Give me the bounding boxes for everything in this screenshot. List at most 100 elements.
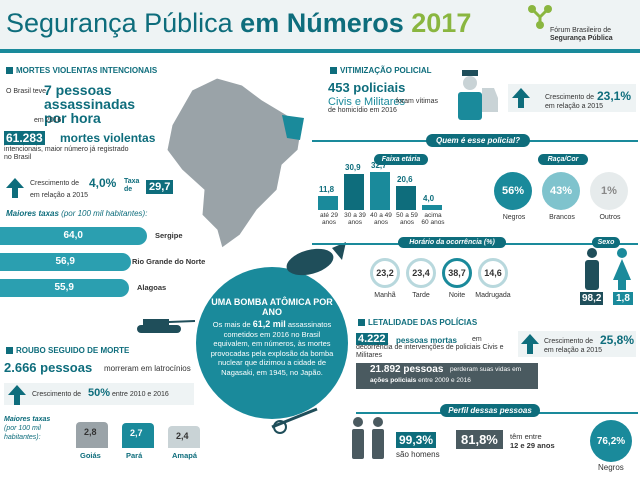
rate-bar (122, 423, 154, 448)
age-bar-label: 30 a 39 anos (344, 212, 366, 226)
roubo-growth-label: Crescimento de (32, 391, 82, 398)
roubo-growth-box (4, 383, 194, 405)
vitim-quem: Quem é esse policial? (426, 134, 530, 147)
letal-growth-sub: em relação a 2015 (544, 347, 602, 354)
letal-n2: 21.892 pessoas (370, 364, 444, 375)
mortes-taxa-label: Taxa de (124, 178, 140, 193)
mortes-growth: 4,0% (89, 176, 117, 190)
mortes-n-label: mortes violentas (60, 131, 156, 145)
people-icon (352, 417, 384, 459)
mortes-n: 61.283 (4, 131, 45, 145)
vitim-growth-sub: em relação a 2015 (545, 103, 603, 110)
letal-negros-label: Negros (598, 463, 624, 472)
police-officer-icon (458, 70, 498, 120)
cannon-icon (271, 407, 318, 434)
title-part: Segurança Pública (6, 8, 233, 38)
roubo-n: 2.666 pessoas (4, 360, 93, 375)
jovens-l1: têm entre (510, 432, 542, 441)
letal-n2-subtext: entre 2009 e 2016 (418, 377, 471, 384)
up-arrow-icon (8, 385, 26, 405)
hour-label: Madrugada (475, 292, 511, 299)
sex-female: 1,8 (613, 292, 633, 305)
letal-n2-text: perderam suas vidas em (450, 366, 522, 373)
bomba-circle (196, 267, 348, 419)
hour-circle: 38,7 (442, 258, 472, 288)
race-circle: 1% (590, 172, 628, 210)
roubo-growth: 50% (88, 387, 111, 399)
vitim-n2: Civis e Militares (328, 96, 406, 108)
age-bar (370, 172, 390, 210)
page-title: Segurança Pública em Números 2017 (6, 8, 471, 39)
vitim-growth-label: Crescimento de (545, 94, 595, 101)
letal-growth-label: Crescimento de (544, 338, 594, 345)
age-bar-value: 4,0 (423, 194, 435, 203)
rate-bar-value: 2,8 (84, 427, 97, 437)
section-vitim: VITIMIZAÇÃO POLICIAL (330, 66, 432, 75)
rate-bar (0, 279, 129, 297)
letal-perfil: Perfil dessas pessoas (440, 404, 540, 417)
age-bar-value: 30,9 (345, 163, 361, 172)
vitim-text: foram vítimas de homicídio em 2016 (328, 98, 439, 114)
age-bar-label: 40 a 49 anos (370, 212, 392, 226)
title-part: em (240, 8, 280, 38)
age-bar (318, 196, 338, 210)
mortes-n-sub: intencionais, maior número já registrado… (4, 146, 129, 161)
letal-homens: 99,3% (396, 432, 437, 448)
section-roubo: ROUBO SEGUIDO DE MORTE (6, 346, 129, 355)
mortes-big: 7 pessoas assassinadas por hora (44, 82, 136, 126)
hour-circle: 23,2 (370, 258, 400, 288)
jovens-l2: 12 e 29 anos (510, 441, 555, 450)
letal-negros: 76,2% (590, 420, 632, 462)
maiores-sub: (por 100 mil habitantes): (61, 209, 148, 218)
age-bar-label: até 29 anos (319, 212, 339, 226)
title-year: 2017 (411, 8, 472, 38)
bomba-title: UMA BOMBA ATÔMICA POR ANO (211, 297, 333, 317)
rate-bar (168, 426, 200, 448)
letal-jovens: 81,8% (456, 430, 503, 449)
letal-n-sub: em decorrência de intervenções de polici… (356, 336, 504, 359)
maiores-label: Maiores taxas (4, 416, 51, 423)
age-bar-label: 50 a 59 anos (396, 212, 418, 226)
rate-bar-value: 2,4 (176, 431, 189, 441)
hour-circle: 23,4 (406, 258, 436, 288)
section-mortes: MORTES VIOLENTAS INTENCIONAIS (6, 66, 157, 75)
rate-bar-state: Goiás (80, 451, 101, 460)
up-arrow-icon (6, 178, 24, 198)
letal-n2-box (356, 363, 538, 389)
race-circle: 56% (494, 172, 532, 210)
hour-circle: 14,6 (478, 258, 508, 288)
letal-homens-label: são homens (396, 450, 440, 459)
bomba-text2: assassinatos cometidos em 2016 no Brasil… (210, 320, 334, 377)
mortes-intro2: em 2016 (34, 117, 62, 124)
bomba-n: 61,2 mil (252, 319, 286, 329)
hour-label: Tarde (412, 292, 430, 299)
up-arrow-icon (512, 88, 530, 108)
rate-bar-state: Alagoas (137, 283, 167, 292)
maiores-label: Maiores taxas (6, 209, 59, 218)
roubo-maiores: Maiores taxas (por 100 mil habitantes): (4, 415, 74, 442)
age-bar (422, 205, 442, 210)
man-icon (585, 248, 599, 290)
logo-line: Segurança Pública (550, 35, 613, 42)
vitim-sexo: Sexo (592, 237, 620, 248)
vitim-growth: 23,1% (597, 89, 632, 103)
letal-n: 4.222 (356, 333, 388, 345)
logo-icon (528, 5, 552, 29)
header-band (0, 49, 640, 53)
race-label: Brancos (549, 214, 575, 221)
rate-bar (0, 227, 147, 245)
mortes-taxa: 29,7 (146, 180, 174, 194)
rate-bar-state: Amapá (172, 451, 198, 460)
age-bar-value: 20,6 (397, 175, 413, 184)
up-arrow-icon (521, 334, 539, 354)
rate-bar-value: 2,7 (130, 428, 143, 438)
rate-bar (0, 253, 131, 271)
bomba-text1: Os mais de (212, 320, 251, 329)
letal-growth: 25,8% (600, 333, 635, 347)
mortes-growth-label: Crescimento de (30, 180, 80, 187)
hour-label: Noite (448, 292, 466, 299)
roubo-text: morreram em latrocínios (104, 364, 191, 373)
vitim-raca: Raça/Cor (538, 154, 588, 165)
age-bar (396, 186, 416, 210)
logo-line: Fórum Brasileiro de (550, 27, 612, 34)
